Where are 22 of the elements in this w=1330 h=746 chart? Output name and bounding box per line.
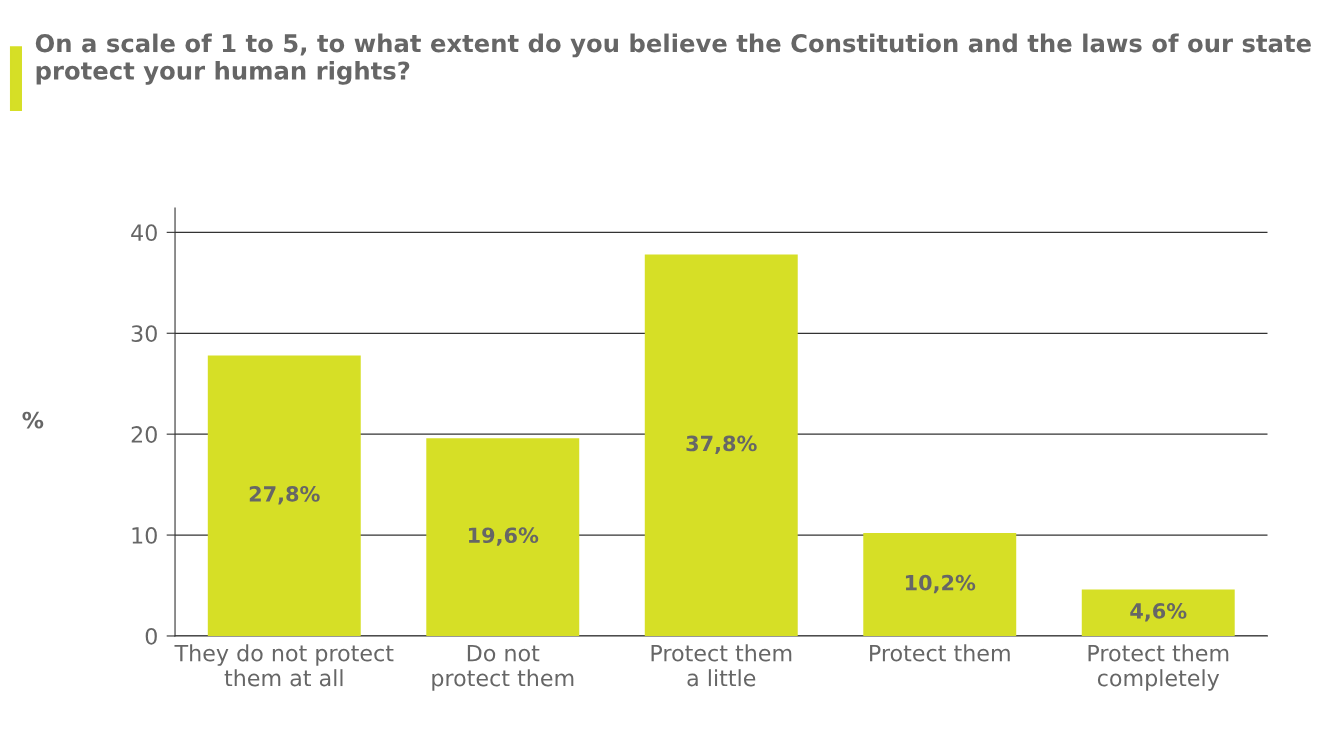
bar: [863, 533, 1017, 636]
bar: [426, 438, 580, 636]
x-tick-label: Protect them a little: [651, 644, 792, 687]
x-tick-label: Do not protect them: [432, 644, 574, 691]
data-label: 4,6%: [1130, 603, 1187, 622]
y-tick-label: 30: [131, 325, 157, 343]
data-label: 19,6%: [468, 527, 539, 546]
bar: [1081, 589, 1235, 636]
y-tick-label: 0: [145, 627, 157, 645]
chart-title: On a scale of 1 to 5, to what extent do you believe the Constitution and the laws of our state protect your human rights?: [35, 33, 1311, 85]
bar: [207, 355, 361, 636]
y-tick-label: 20: [131, 426, 157, 443]
data-label: 10,2%: [905, 574, 976, 594]
x-tick-label: Protect them: [870, 644, 1010, 662]
x-tick-label: Protect them completely: [1088, 644, 1229, 691]
data-label: 37,8%: [686, 435, 757, 454]
y-tick-label: 40: [131, 224, 157, 242]
bar: [644, 254, 798, 636]
y-tick-label: 10: [132, 527, 157, 544]
x-tick-label: They do not protect them at all: [174, 644, 394, 687]
y-axis-title: %: [22, 411, 44, 429]
data-label: 27,8%: [249, 486, 320, 505]
